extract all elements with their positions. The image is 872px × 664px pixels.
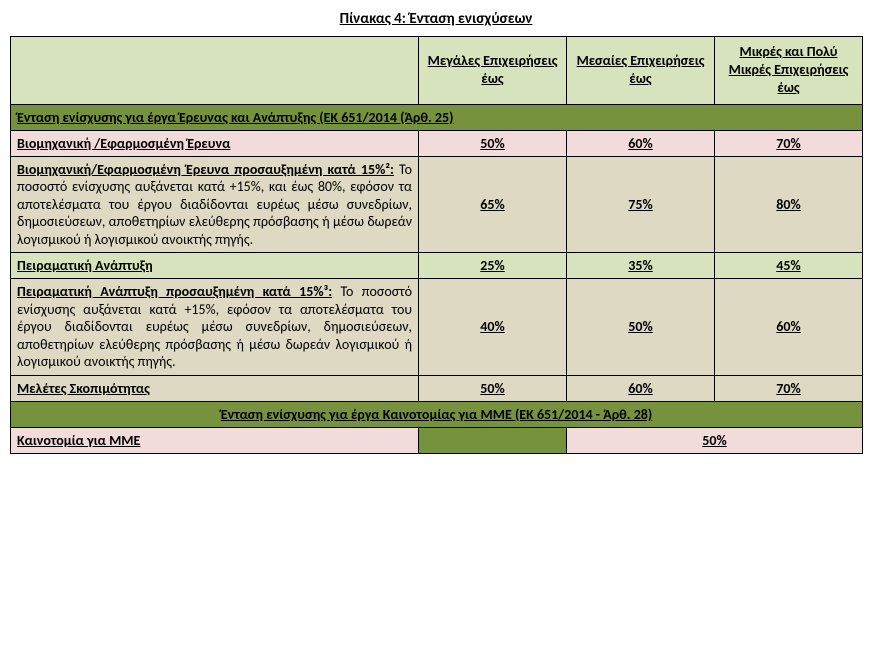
row-industrial-research-plus: Βιομηχανική/Εφαρμοσμένη Έρευνα προσαυξημ… [11, 156, 863, 253]
row-feasibility: Μελέτες Σκοπιμότητας 50% 60% 70% [11, 375, 863, 401]
val-r4-large: 40% [419, 279, 567, 376]
row-experimental-dev-plus: Πειραματική Ανάπτυξη προσαυξημένη κατά 1… [11, 279, 863, 376]
val-r6-sme: 50% [567, 427, 863, 453]
val-r3-small: 45% [715, 253, 863, 279]
table-title: Πίνακας 4: Ένταση ενισχύσεων [10, 10, 862, 28]
section-2-label: Ένταση ενίσχυσης για έργα Καινοτομίας γι… [11, 401, 863, 427]
label-industrial-research-plus: Βιομηχανική/Εφαρμοσμένη Έρευνα προσαυξημ… [11, 156, 419, 253]
lead-r4: Πειραματική Ανάπτυξη προσαυξημένη κατά 1… [17, 283, 332, 300]
header-large: Μεγάλες Επιχειρήσεις έως [419, 37, 567, 105]
section-row-2: Ένταση ενίσχυσης για έργα Καινοτομίας γι… [11, 401, 863, 427]
section-1-label: Ένταση ενίσχυσης για έργα Έρευνας και Αν… [11, 104, 863, 130]
header-medium: Μεσαίες Επιχειρήσεις έως [567, 37, 715, 105]
val-r1-large: 50% [419, 130, 567, 156]
val-r3-medium: 35% [567, 253, 715, 279]
row-experimental-dev: Πειραματική Ανάπτυξη 25% 35% 45% [11, 253, 863, 279]
header-row: Μεγάλες Επιχειρήσεις έως Μεσαίες Επιχειρ… [11, 37, 863, 105]
aid-intensity-table: Μεγάλες Επιχειρήσεις έως Μεσαίες Επιχειρ… [10, 36, 863, 454]
lead-r2: Βιομηχανική/Εφαρμοσμένη Έρευνα προσαυξημ… [17, 161, 394, 178]
label-innovation-sme: Καινοτομία για ΜΜΕ [11, 427, 419, 453]
label-feasibility: Μελέτες Σκοπιμότητας [11, 375, 419, 401]
val-r4-small: 60% [715, 279, 863, 376]
label-industrial-research: Βιομηχανική /Εφαρμοσμένη Έρευνα [11, 130, 419, 156]
section-row-1: Ένταση ενίσχυσης για έργα Έρευνας και Αν… [11, 104, 863, 130]
val-r1-small: 70% [715, 130, 863, 156]
val-r2-small: 80% [715, 156, 863, 253]
val-r5-large: 50% [419, 375, 567, 401]
row-industrial-research: Βιομηχανική /Εφαρμοσμένη Έρευνα 50% 60% … [11, 130, 863, 156]
val-r2-medium: 75% [567, 156, 715, 253]
row-innovation-sme: Καινοτομία για ΜΜΕ 50% [11, 427, 863, 453]
header-small: Μικρές και Πολύ Μικρές Επιχειρήσεις έως [715, 37, 863, 105]
val-r1-medium: 60% [567, 130, 715, 156]
val-r6-large-empty [419, 427, 567, 453]
val-r5-medium: 60% [567, 375, 715, 401]
label-experimental-dev-plus: Πειραματική Ανάπτυξη προσαυξημένη κατά 1… [11, 279, 419, 376]
val-r3-large: 25% [419, 253, 567, 279]
val-r5-small: 70% [715, 375, 863, 401]
label-experimental-dev: Πειραματική Ανάπτυξη [11, 253, 419, 279]
val-r2-large: 65% [419, 156, 567, 253]
header-empty [11, 37, 419, 105]
val-r4-medium: 50% [567, 279, 715, 376]
